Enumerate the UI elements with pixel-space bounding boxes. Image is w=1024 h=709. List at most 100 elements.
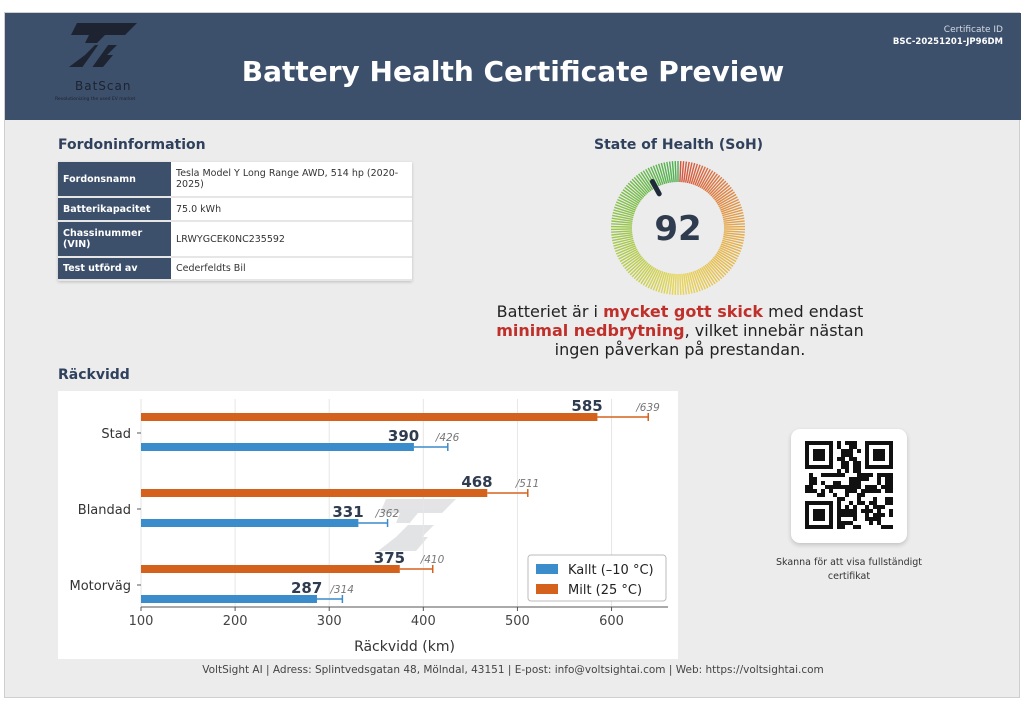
gauge-tick [629,180,646,197]
qr-module [837,469,841,473]
bar-value-label: 585 [571,397,602,415]
qr-module [861,489,865,493]
gauge-tick [708,178,725,195]
gauge-tick [723,230,745,233]
gauge-tick [686,272,693,294]
gauge-tick [657,271,666,293]
gauge-tick [660,272,668,294]
qr-module [845,461,849,465]
qr-module [885,477,889,481]
qr-module [845,509,849,513]
qr-module [889,513,893,517]
legend-box [527,554,667,602]
qr-module [853,465,857,469]
qr-module [865,477,869,481]
row-value: Cederfeldts Bil [171,257,412,281]
gauge-tick [611,217,633,222]
qr-code-icon[interactable] [791,429,907,543]
qr-module [889,477,893,481]
gauge-tick [638,173,652,192]
gauge-tick [645,267,657,288]
bar-value-label: 375 [374,549,405,567]
soh-section-title: State of Health (SoH) [594,137,764,153]
qr-module [809,477,813,481]
gauge-tick [617,246,637,258]
gauge-tick [622,189,641,203]
gauge-tick [718,248,738,260]
qr-caption-line: certifikat [827,571,871,582]
qr-module [841,465,845,469]
qr-module [861,493,865,497]
bar [141,443,414,451]
qr-module [865,505,869,509]
gauge-tick [663,162,670,184]
soh-desc-highlight: mycket gott skick [603,302,764,321]
gauge-tick [611,223,633,226]
gauge-tick [716,191,735,204]
gauge-tick [619,193,639,206]
qr-module [853,441,857,445]
gauge-tick [655,164,664,185]
qr-module [821,481,825,485]
gauge-tick [683,161,688,183]
gauge-tick [707,176,723,194]
qr-module [853,525,857,529]
gauge-tick [624,186,642,201]
gauge-tick [679,273,682,295]
qr-module [885,497,889,501]
qr-module [845,441,849,445]
soh-desc-text: med endast [763,302,864,321]
gauge-tick [615,201,636,211]
qr-module [873,501,877,505]
bar-max-label: /639 [635,402,660,414]
gauge-tick [621,252,640,265]
gauge-tick [696,269,706,290]
gauge-tick [720,201,741,211]
watermark-logo-icon [378,499,456,551]
qr-module [841,473,845,477]
gauge-tick [686,162,693,184]
qr-module [821,489,825,493]
gauge-tick [699,267,711,288]
bar [141,489,488,497]
qr-module [837,497,841,501]
gauge-tick [614,206,635,215]
qr-module [857,497,861,501]
qr-code-card[interactable] [791,429,907,543]
table-row: Fordonsnamn Tesla Model Y Long Range AWD… [58,162,412,198]
qr-module [813,489,817,493]
soh-gauge: 92 [611,161,745,295]
qr-module [841,497,845,501]
qr-module [849,485,853,489]
qr-module [873,485,877,489]
gauge-tick [613,239,634,247]
gauge-tick [722,212,744,219]
qr-module [889,497,893,501]
qr-module [853,481,857,485]
logo-tagline: Revolutionizing the used EV market [55,97,136,102]
range-section-title: Räckvidd [58,367,130,383]
qr-module [845,485,849,489]
qr-module [869,521,873,525]
gauge-tick [690,163,699,185]
row-value: Tesla Model Y Long Range AWD, 514 hp (20… [171,162,412,198]
gauge-tick [629,259,646,276]
qr-module [841,485,845,489]
gauge-tick [640,171,654,191]
qr-module [833,481,837,485]
qr-module [857,501,861,505]
qr-module [809,485,813,489]
soh-desc-text: Batteriet är i [496,302,604,321]
gauge-tick [720,203,742,213]
gauge-tick [696,166,706,187]
gauge-tick [688,272,696,294]
qr-module [861,477,865,481]
gauge-tick [711,258,729,274]
qr-module [857,525,861,529]
batscan-logo-icon [69,23,137,69]
gauge-tick [711,182,729,198]
gauge-tick [706,175,721,193]
qr-module [877,513,881,517]
qr-caption-line: Skanna för att visa fullständigt [775,557,923,568]
qr-module [845,493,849,497]
